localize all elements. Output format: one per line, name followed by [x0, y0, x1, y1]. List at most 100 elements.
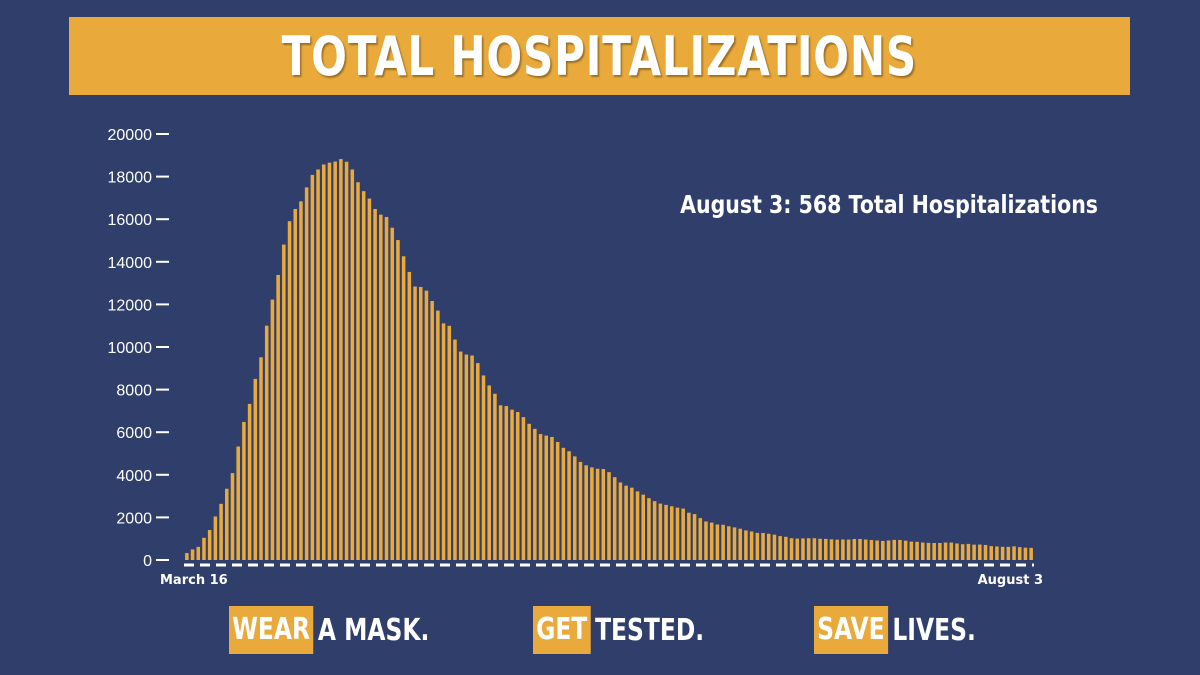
bar: [1023, 547, 1028, 560]
bar: [698, 518, 703, 560]
bar: [253, 378, 258, 560]
bar: [647, 498, 651, 560]
bar: [926, 542, 931, 560]
bar: [327, 162, 332, 561]
bar: [789, 538, 794, 560]
bar: [196, 546, 201, 560]
bar: [852, 539, 857, 560]
bar: [835, 539, 839, 560]
bar: [721, 524, 725, 560]
bar-series: [185, 159, 1033, 561]
bar: [282, 244, 286, 561]
bar: [892, 539, 897, 560]
footer: WEAR A MASK. GET TESTED. SAVE LIVES.: [0, 604, 1200, 656]
bar: [995, 546, 999, 560]
bar: [938, 543, 942, 560]
bar: [755, 532, 760, 560]
bar: [784, 536, 788, 560]
bar: [983, 544, 988, 560]
bar: [573, 456, 577, 560]
slogan-wear-a-mask: WEAR A MASK.: [229, 604, 486, 656]
bar: [858, 538, 862, 560]
bar: [264, 325, 269, 560]
bar: [287, 221, 292, 560]
bar: [692, 514, 697, 560]
bar: [202, 537, 206, 560]
bar: [339, 159, 343, 560]
bar: [955, 543, 959, 560]
bar: [567, 451, 571, 560]
bar: [801, 538, 805, 560]
bar: [396, 240, 400, 561]
bar: [384, 217, 389, 560]
bar: [555, 442, 560, 560]
bar: [242, 421, 246, 560]
bar: [744, 530, 748, 560]
bar: [333, 161, 337, 560]
bar: [709, 522, 714, 560]
bar: [247, 403, 252, 560]
bar: [470, 355, 474, 560]
bar: [310, 174, 315, 561]
bar: [989, 546, 993, 560]
bar: [293, 209, 298, 560]
bar: [1029, 547, 1033, 560]
bar: [521, 417, 526, 560]
bar: [641, 494, 645, 560]
bar: [436, 310, 440, 560]
bar: [704, 521, 708, 560]
bar: [881, 540, 885, 560]
bar: [812, 538, 817, 560]
title-banner: TOTAL HOSPITALIZATIONS: [69, 17, 1130, 95]
bar: [304, 187, 309, 560]
bar: [259, 357, 263, 560]
bar: [236, 446, 240, 560]
bar: [960, 544, 965, 560]
bar: [846, 539, 851, 560]
bar: [498, 405, 503, 560]
slogan-highlight: WEAR: [229, 606, 314, 654]
bar: [681, 508, 685, 560]
bar: [316, 169, 320, 560]
slogan-highlight: GET: [533, 606, 591, 654]
y-tick-label: 16000: [108, 212, 153, 229]
hospitalizations-bar-chart: 0 2000 4000 6000 8000 10000 12000 14000 16000 180…: [108, 127, 1099, 588]
bar: [772, 534, 777, 560]
bar: [978, 544, 982, 560]
y-tick-label: 20000: [108, 127, 153, 144]
slogan-highlight: SAVE: [814, 606, 888, 654]
slogan-text: A MASK.: [317, 612, 430, 648]
bar: [829, 539, 834, 560]
bar: [612, 477, 617, 560]
bar: [299, 201, 303, 560]
bar: [493, 393, 497, 560]
y-axis: 0 2000 4000 6000 8000 10000 12000 14000 16000 180…: [108, 127, 169, 570]
bar: [344, 161, 349, 560]
x-tick-label: August 3: [978, 573, 1043, 588]
bar: [715, 524, 720, 560]
bar: [738, 528, 742, 560]
chart-annotation: August 3: 568 Total Hospitalizations: [680, 191, 1098, 219]
bar: [430, 301, 434, 560]
chart-title: TOTAL HOSPITALIZATIONS: [281, 24, 918, 88]
y-tick-label: 2000: [116, 510, 152, 527]
bar: [863, 539, 868, 560]
bar: [635, 491, 640, 560]
bar: [413, 286, 417, 560]
bar: [1017, 547, 1022, 560]
bar: [510, 409, 514, 560]
bar: [527, 423, 531, 560]
bar: [920, 542, 925, 560]
y-tick-label: 0: [143, 553, 152, 570]
slogan-text: LIVES.: [892, 612, 976, 648]
bar: [886, 540, 891, 560]
bar: [658, 503, 663, 560]
bar: [533, 428, 537, 560]
bar: [190, 549, 195, 560]
bar: [458, 351, 463, 560]
y-tick-label: 18000: [108, 170, 153, 187]
bar: [270, 299, 275, 560]
bar: [915, 541, 919, 560]
bar: [379, 214, 383, 560]
slogan-text: TESTED.: [595, 612, 705, 648]
